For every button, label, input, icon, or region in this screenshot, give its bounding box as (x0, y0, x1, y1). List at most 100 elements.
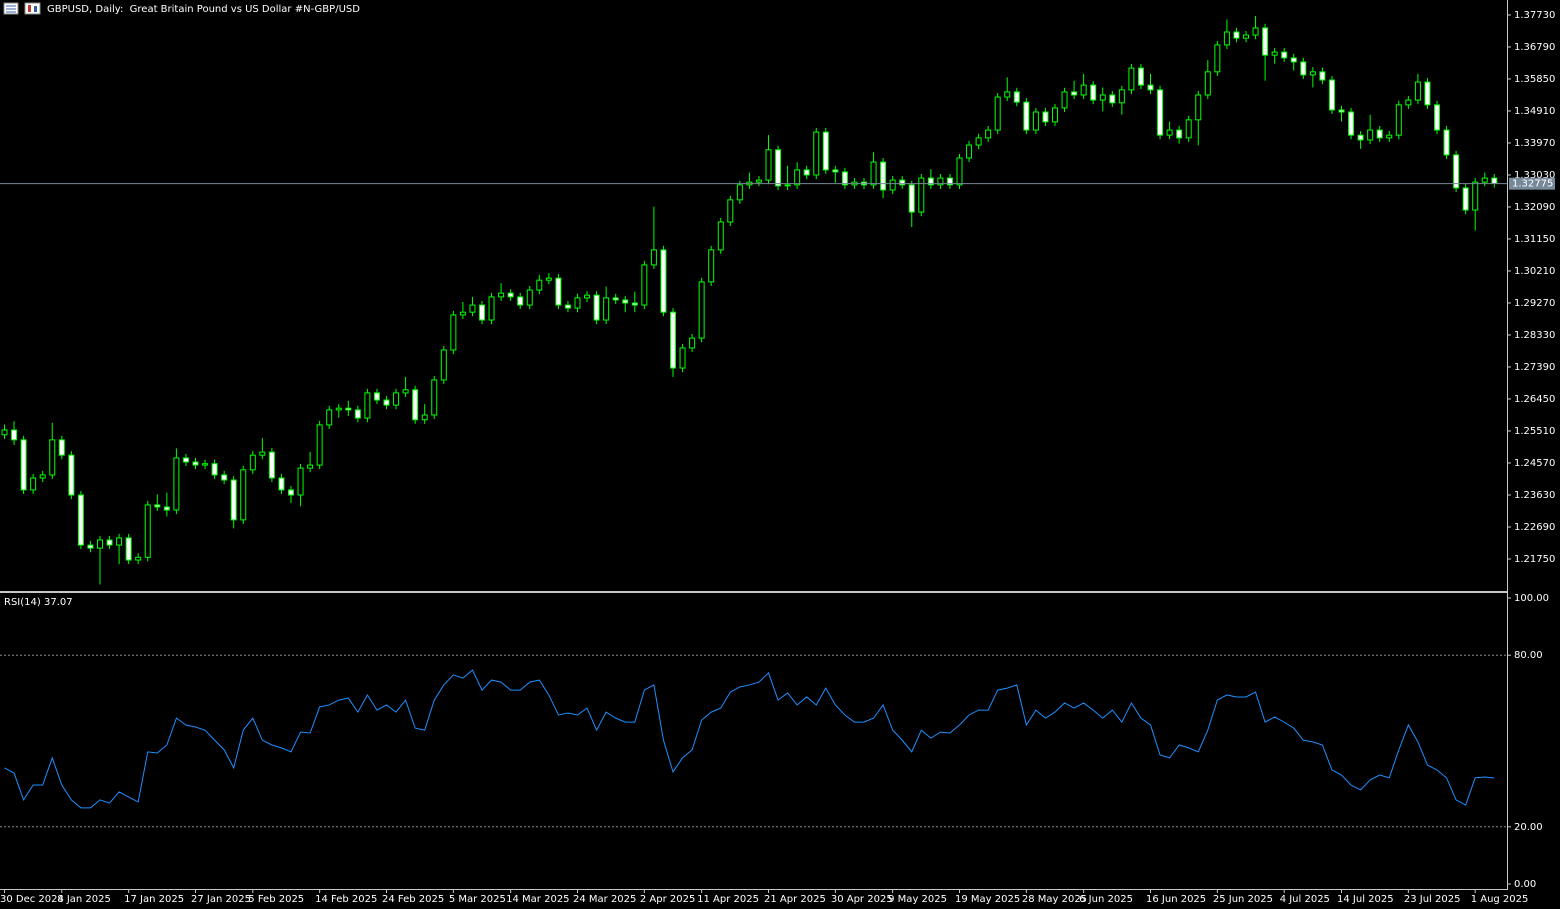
candle-body (412, 389, 419, 421)
indicator-name: RSI(14) (4, 597, 41, 608)
candle-body (1338, 109, 1345, 113)
candle-body (1281, 51, 1288, 59)
candle-body (278, 477, 285, 491)
candle-body (841, 171, 848, 186)
candle-body (1004, 91, 1011, 98)
candle-body (20, 439, 27, 491)
candle-body (1472, 181, 1479, 211)
candle-body (240, 469, 247, 521)
candle-body (77, 494, 84, 546)
time-label: 6 Jun 2025 (1079, 894, 1133, 905)
candle-body (1357, 134, 1364, 141)
price-tick-label: 1.30210 (1514, 266, 1555, 277)
candle-body (813, 131, 820, 176)
candle-body (870, 161, 877, 186)
candle-body (1185, 119, 1192, 139)
candle-body (326, 409, 333, 426)
candle-body (1137, 67, 1144, 86)
candle-body (39, 474, 46, 479)
candle-body (1481, 177, 1488, 183)
candle-body (927, 177, 934, 186)
price-tick-label: 1.21750 (1514, 554, 1555, 565)
candle-body (1243, 34, 1249, 39)
candle-body (775, 149, 782, 187)
candle-body (689, 337, 696, 349)
candle-body (1204, 71, 1211, 96)
candle-body (1290, 57, 1297, 63)
time-label: 24 Feb 2025 (382, 894, 444, 905)
candle-body (116, 537, 123, 546)
candle-body (717, 221, 724, 251)
candle-body (1023, 101, 1030, 131)
price-tick-label: 1.23630 (1514, 490, 1555, 501)
candle-body (421, 414, 428, 421)
candle-body (182, 457, 189, 463)
candle-body (603, 297, 610, 321)
candle-body (30, 477, 37, 491)
candle-body (87, 544, 94, 549)
candle-body (698, 281, 705, 339)
candle-body (431, 379, 438, 416)
price-tick-label: 1.29270 (1514, 298, 1555, 309)
candle-body (1414, 81, 1421, 101)
time-label: 8 Jan 2025 (57, 894, 111, 905)
time-label: 30 Dec 2024 (0, 894, 64, 905)
candle-body (1166, 129, 1173, 136)
candle-body (11, 429, 18, 441)
candle-body (1434, 104, 1440, 131)
candle-body (985, 129, 992, 139)
candle-body (1090, 84, 1097, 101)
time-label: 23 Jul 2025 (1404, 894, 1461, 905)
candle-body (1491, 177, 1498, 185)
candle-body (660, 249, 667, 313)
candle-body (58, 439, 65, 456)
time-label: 30 Apr 2025 (831, 894, 893, 905)
price-tick-label: 1.33970 (1514, 138, 1555, 149)
candle-body (1195, 94, 1202, 121)
candle-body (1061, 91, 1068, 109)
candle-body (593, 294, 600, 321)
candle-body (727, 199, 734, 223)
candle-body (297, 467, 304, 496)
candle-body (545, 277, 552, 281)
candle-body (803, 169, 810, 176)
candle-body (679, 347, 686, 369)
candle-body (1405, 99, 1412, 106)
price-tick-label: 1.31150 (1514, 234, 1555, 245)
candle-body (1395, 104, 1402, 136)
price-tick-label: 1.24570 (1514, 458, 1555, 469)
candle-body (202, 463, 209, 466)
candle-body (765, 149, 772, 181)
candle-body (1376, 129, 1383, 139)
indicator-value: 37.07 (44, 597, 73, 608)
candle-body (1233, 31, 1240, 39)
candle-body (221, 474, 228, 481)
candle-body (1386, 134, 1393, 139)
candle-body (163, 506, 170, 511)
candle-body (288, 489, 294, 496)
candle-body (899, 179, 906, 186)
time-label: 16 Jun 2025 (1146, 894, 1206, 905)
indicator-tick-label: 0.00 (1514, 879, 1536, 890)
candle-body (1262, 27, 1269, 56)
time-label: 9 May 2025 (888, 894, 947, 905)
candle-body (564, 304, 571, 309)
candle-body (832, 169, 839, 173)
candle-body (918, 177, 925, 213)
symbol-icon[interactable] (24, 2, 41, 15)
candle-body (1176, 129, 1183, 139)
candle-body (135, 556, 142, 561)
candle-body (994, 96, 1001, 131)
time-label: 28 May 2025 (1022, 894, 1087, 905)
candle-body (822, 131, 829, 171)
candle-body (1157, 89, 1164, 136)
candle-body (1271, 51, 1278, 56)
candle-body (1348, 111, 1355, 136)
candle-body (622, 299, 629, 304)
candle-body (1328, 79, 1335, 111)
indicator-line (4, 669, 1495, 809)
price-tick-label: 1.36790 (1514, 42, 1555, 53)
candle-body (488, 296, 495, 321)
candle-body (230, 479, 237, 521)
